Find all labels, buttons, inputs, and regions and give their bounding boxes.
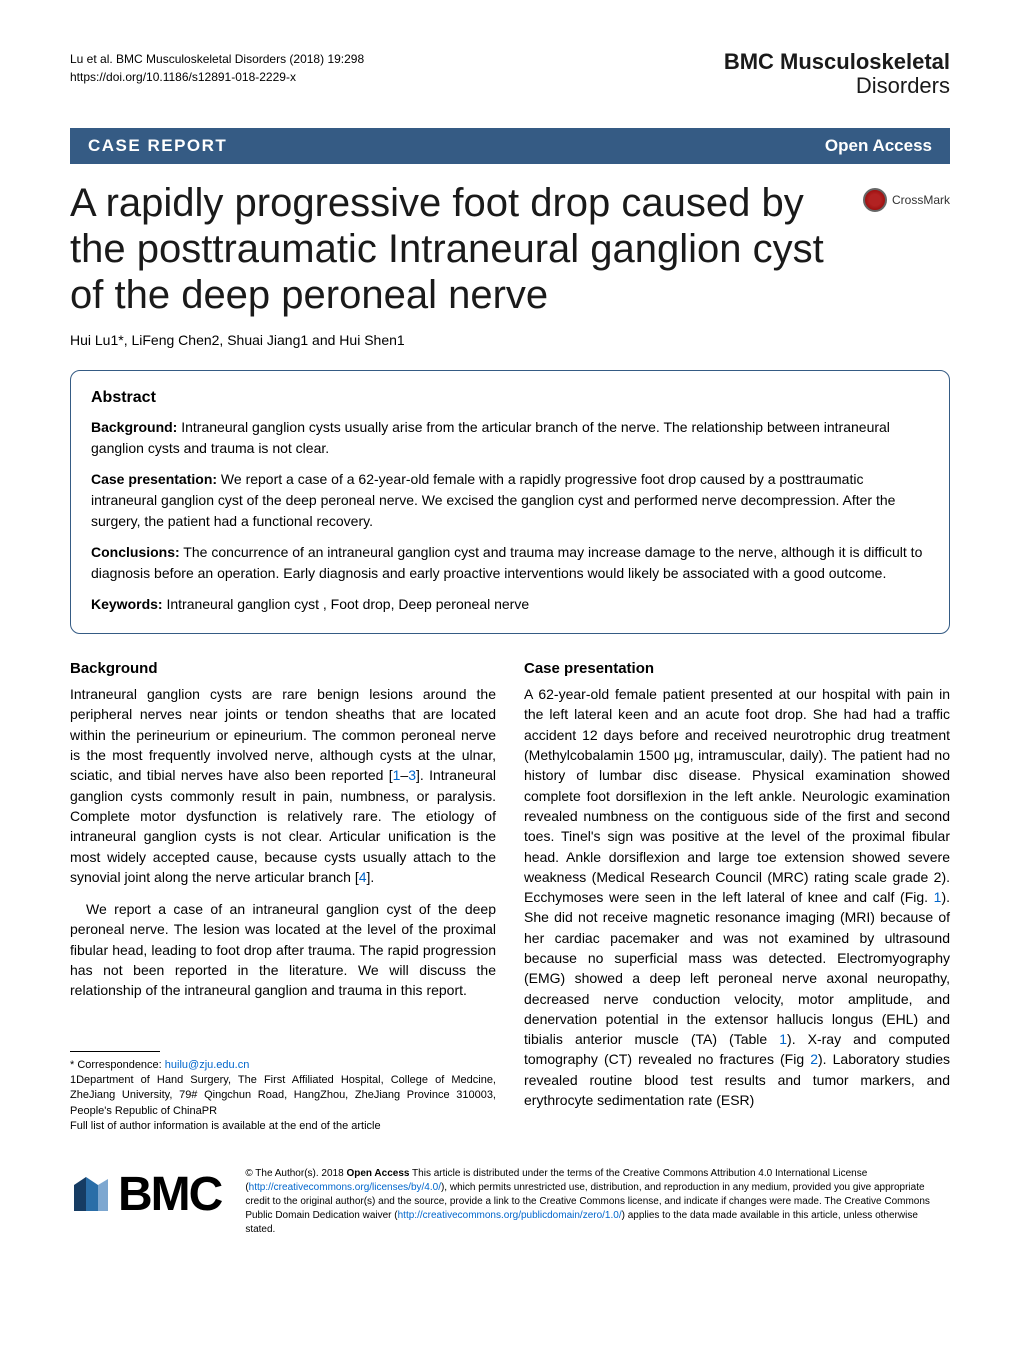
page-container: Lu et al. BMC Musculoskeletal Disorders … [0,0,1020,1291]
crossmark-text: CrossMark [892,193,950,207]
keywords-label: Keywords: [91,596,163,612]
article-title: A rapidly progressive foot drop caused b… [70,180,863,318]
background-heading: Background [70,658,496,680]
ref-3[interactable]: 3 [408,767,416,783]
abstract-conclusions-label: Conclusions: [91,544,180,560]
bg-text-b: ]. Intraneural ganglion cysts commonly r… [70,767,496,884]
title-row: A rapidly progressive foot drop caused b… [70,180,950,332]
abstract-conclusions-text: The concurrence of an intraneural gangli… [91,544,922,581]
abstract-background-label: Background: [91,419,177,435]
bmc-text: BMC [118,1167,221,1222]
authors-list: Hui Lu1*, LiFeng Chen2, Shuai Jiang1 and… [70,332,950,348]
ref-4[interactable]: 4 [359,869,367,885]
footer: BMC © The Author(s). 2018 Open Access Th… [70,1153,950,1251]
crossmark-badge[interactable]: CrossMark [863,188,950,212]
footnote-block: * Correspondence: huilu@zju.edu.cn 1Depa… [70,1051,496,1135]
journal-name: BMC Musculoskeletal Disorders [724,50,950,98]
license-a: © The Author(s). 2018 [245,1168,346,1179]
background-paragraph-1: Intraneural ganglion cysts are rare beni… [70,684,496,887]
bmc-logo: BMC [70,1167,221,1222]
bg-text-c: ]. [367,869,375,885]
body-columns: Background Intraneural ganglion cysts ar… [70,658,950,1134]
license-url1[interactable]: http://creativecommons.org/licenses/by/4… [249,1182,441,1193]
bmc-logo-icon [70,1173,112,1215]
abstract-box: Abstract Background: Intraneural ganglio… [70,370,950,634]
license-url2[interactable]: http://creativecommons.org/publicdomain/… [398,1210,622,1221]
citation-block: Lu et al. BMC Musculoskeletal Disorders … [70,50,364,86]
case-heading: Case presentation [524,658,950,680]
abstract-case: Case presentation: We report a case of a… [91,469,929,532]
article-type-label: CASE REPORT [88,136,227,156]
crossmark-icon [863,188,887,212]
header-row: Lu et al. BMC Musculoskeletal Disorders … [70,50,950,98]
right-column: Case presentation A 62-year-old female p… [524,658,950,1134]
footnote-affiliation: 1Department of Hand Surgery, The First A… [70,1073,496,1119]
ref-tab1[interactable]: 1 [779,1031,787,1047]
ref-fig2[interactable]: 2 [810,1051,818,1067]
article-type-banner: CASE REPORT Open Access [70,128,950,164]
license-open-access: Open Access [346,1168,409,1179]
case-text-a: A 62-year-old female patient presented a… [524,686,950,905]
correspondence-email[interactable]: huilu@zju.edu.cn [165,1059,250,1071]
abstract-conclusions: Conclusions: The concurrence of an intra… [91,542,929,584]
license-text: © The Author(s). 2018 Open Access This a… [245,1167,950,1237]
background-paragraph-2: We report a case of an intraneural gangl… [70,899,496,1000]
case-text-b: ). She did not receive magnetic resonanc… [524,889,950,1047]
keywords-text: Intraneural ganglion cyst , Foot drop, D… [163,596,530,612]
journal-line2: Disorders [856,73,950,98]
citation-line1: Lu et al. BMC Musculoskeletal Disorders … [70,50,364,68]
abstract-case-label: Case presentation: [91,471,217,487]
open-access-label: Open Access [825,136,932,156]
abstract-heading: Abstract [91,389,929,407]
journal-line1: BMC Musculoskeletal [724,49,950,74]
abstract-keywords: Keywords: Intraneural ganglion cyst , Fo… [91,594,929,615]
citation-line2: https://doi.org/10.1186/s12891-018-2229-… [70,68,364,86]
correspondence-label: * Correspondence: [70,1059,165,1071]
abstract-background-text: Intraneural ganglion cysts usually arise… [91,419,890,456]
footnote-separator [70,1051,160,1052]
case-paragraph: A 62-year-old female patient presented a… [524,684,950,1110]
footnote-correspondence: * Correspondence: huilu@zju.edu.cn [70,1058,496,1073]
footnote-full-list: Full list of author information is avail… [70,1119,496,1134]
left-column: Background Intraneural ganglion cysts ar… [70,658,496,1134]
abstract-background: Background: Intraneural ganglion cysts u… [91,417,929,459]
